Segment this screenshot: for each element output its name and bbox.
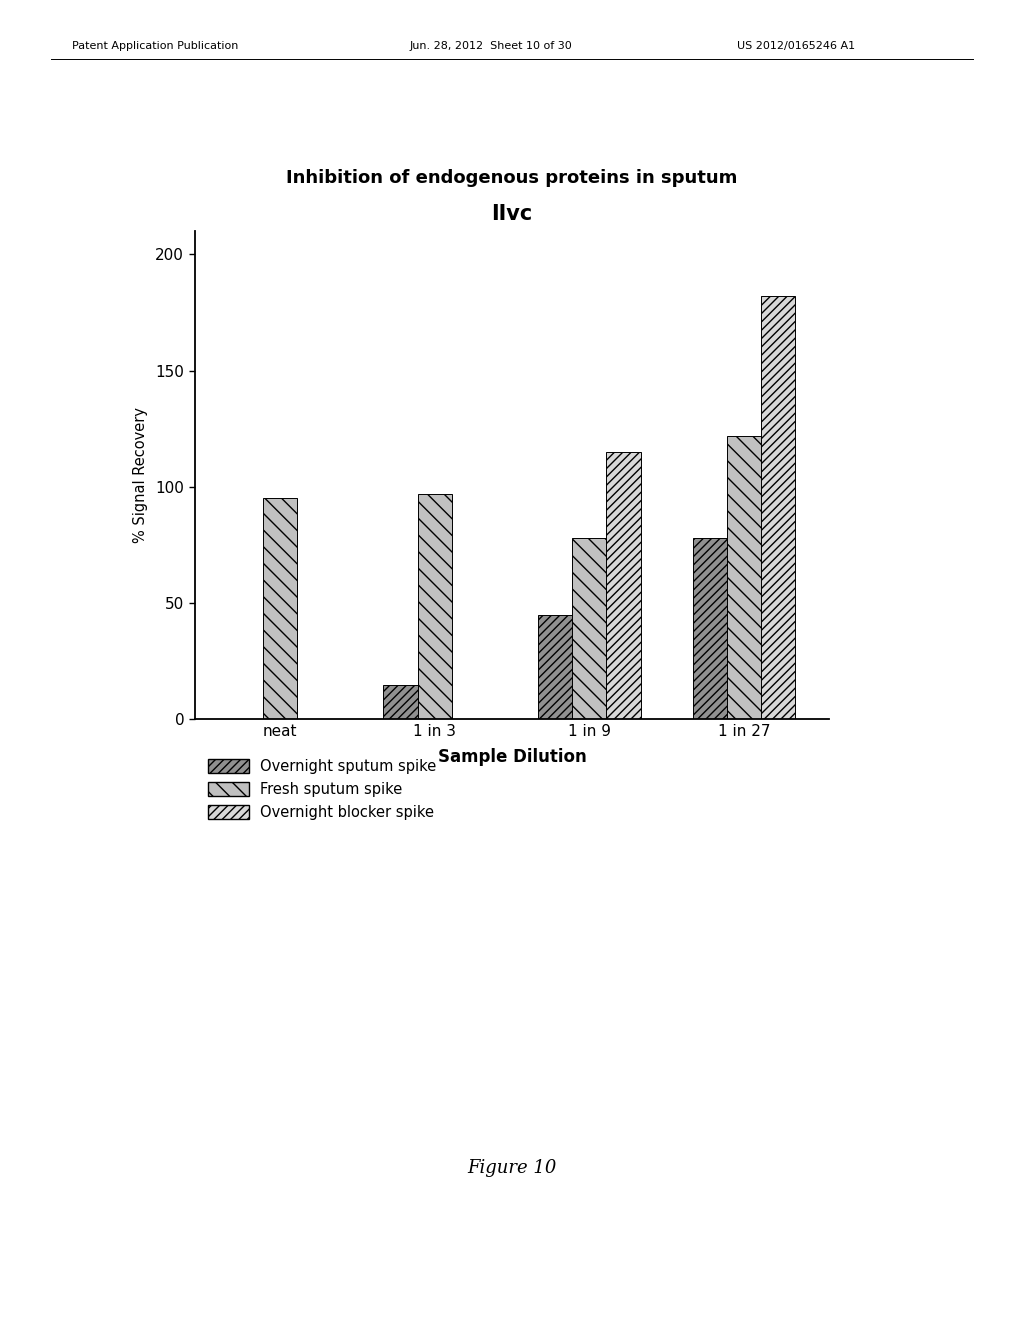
Bar <box>418 494 452 719</box>
Text: Inhibition of endogenous proteins in sputum: Inhibition of endogenous proteins in spu… <box>287 169 737 187</box>
Bar <box>572 539 606 719</box>
Y-axis label: % Signal Recovery: % Signal Recovery <box>133 407 148 544</box>
Text: US 2012/0165246 A1: US 2012/0165246 A1 <box>737 41 855 51</box>
Text: Jun. 28, 2012  Sheet 10 of 30: Jun. 28, 2012 Sheet 10 of 30 <box>410 41 572 51</box>
Bar <box>383 685 418 719</box>
Text: Figure 10: Figure 10 <box>467 1159 557 1177</box>
Bar <box>693 539 727 719</box>
Bar <box>727 436 761 719</box>
Title: IIvc: IIvc <box>492 203 532 224</box>
Bar <box>606 451 641 719</box>
Text: Patent Application Publication: Patent Application Publication <box>72 41 238 51</box>
Bar <box>539 615 572 719</box>
X-axis label: Sample Dilution: Sample Dilution <box>437 747 587 766</box>
Bar <box>761 296 796 719</box>
Legend: Overnight sputum spike, Fresh sputum spike, Overnight blocker spike: Overnight sputum spike, Fresh sputum spi… <box>202 754 442 826</box>
Bar <box>263 499 297 719</box>
